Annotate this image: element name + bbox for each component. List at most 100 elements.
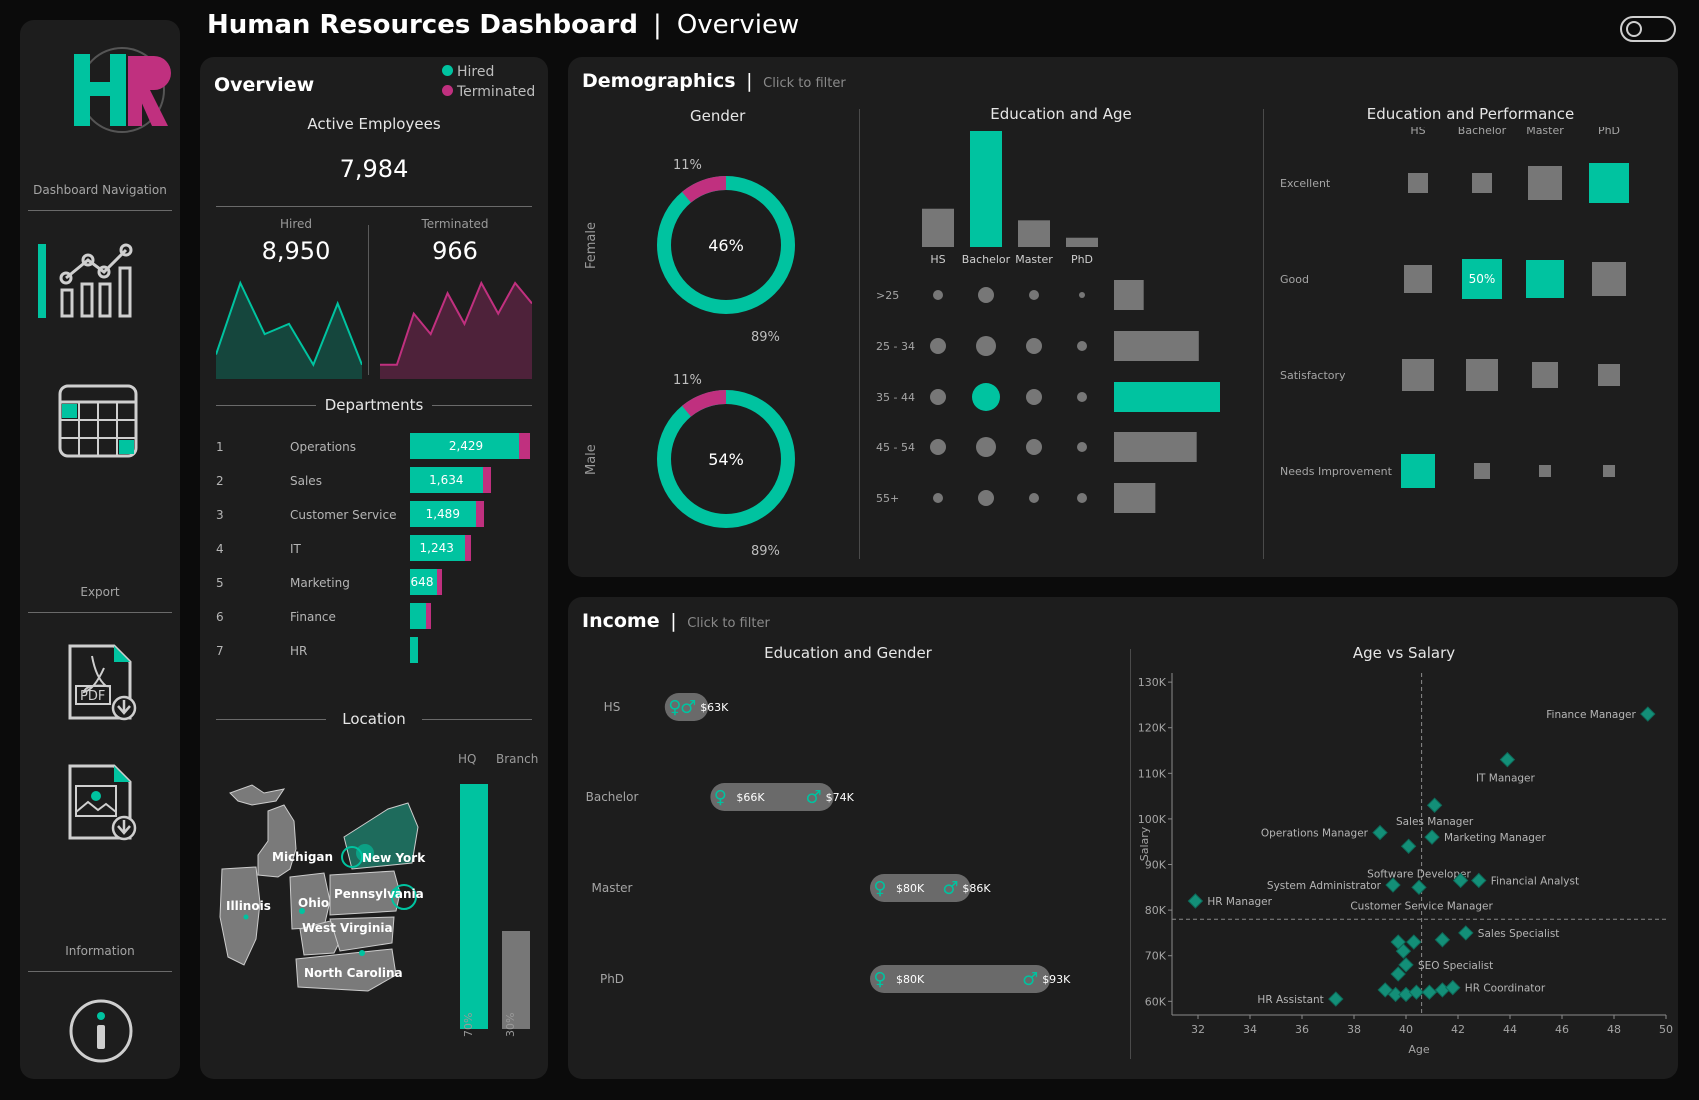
education-bar[interactable] [922, 208, 954, 247]
department-bar[interactable]: 648 [410, 569, 442, 595]
theme-toggle[interactable] [1620, 16, 1676, 42]
performance-cell[interactable] [1532, 362, 1558, 388]
scatter-point[interactable] [1434, 932, 1451, 948]
scatter-point[interactable] [1395, 943, 1412, 959]
scatter-point[interactable] [1398, 986, 1414, 1003]
demographics-filter-hint[interactable]: Click to filter [763, 76, 846, 91]
performance-cell[interactable] [1474, 463, 1490, 479]
department-bar[interactable]: 1,243 [410, 535, 472, 561]
scatter-point[interactable] [1445, 979, 1461, 996]
age-education-bubble[interactable] [976, 336, 996, 356]
performance-cell[interactable] [1472, 173, 1492, 193]
performance-cell[interactable] [1401, 454, 1435, 488]
age-education-bubble[interactable] [1026, 439, 1042, 455]
scatter-point[interactable] [1471, 872, 1487, 889]
female-donut[interactable]: 46% [656, 175, 796, 315]
scatter-point[interactable] [1387, 986, 1404, 1003]
performance-cell[interactable] [1528, 166, 1562, 200]
scatter-point[interactable] [1452, 872, 1469, 889]
performance-cell[interactable] [1603, 465, 1615, 477]
department-row[interactable]: 3 Customer Service 1,489 [216, 501, 536, 529]
scatter-point[interactable] [1424, 829, 1440, 845]
age-bar[interactable] [1114, 331, 1199, 361]
department-bar[interactable]: 2,429 [410, 433, 530, 459]
branch-bar[interactable] [502, 931, 530, 1029]
income-range-pill[interactable] [710, 783, 834, 811]
scatter-point[interactable] [1411, 879, 1427, 896]
legend-hired[interactable]: Hired [442, 64, 494, 80]
age-bar[interactable] [1114, 483, 1156, 513]
hq-bar[interactable] [460, 784, 488, 1029]
education-age-chart[interactable]: HS Bachelor Master PhD >25 25 - 34 35 - 44 45 -… [864, 127, 1264, 567]
scatter-point[interactable] [1421, 984, 1438, 1000]
performance-cell[interactable] [1408, 173, 1428, 193]
scatter-point[interactable] [1390, 966, 1406, 982]
performance-cell[interactable] [1592, 262, 1626, 296]
age-bar[interactable] [1114, 382, 1220, 412]
income-range-pill[interactable] [870, 874, 971, 902]
scatter-point[interactable] [1458, 925, 1474, 941]
info-icon[interactable] [68, 998, 134, 1068]
performance-cell[interactable] [1589, 163, 1629, 203]
location-map[interactable]: Michigan New York Illinois Ohio Pennsylv… [210, 757, 450, 1057]
department-row[interactable]: 4 IT 1,243 [216, 535, 536, 563]
department-bar[interactable] [410, 637, 419, 663]
education-performance-chart[interactable]: HS Bachelor Master PhD Excellent Good Satisfac… [1268, 127, 1673, 567]
scatter-point[interactable] [1400, 838, 1417, 854]
pdf-download-icon[interactable]: PDF [66, 642, 142, 726]
image-download-icon[interactable] [66, 762, 142, 846]
education-bar[interactable] [970, 131, 1002, 247]
age-education-bubble[interactable] [972, 383, 1000, 411]
department-bar[interactable]: 1,634 [410, 467, 491, 493]
age-education-bubble[interactable] [930, 439, 946, 455]
age-education-bubble[interactable] [930, 389, 946, 405]
chart-icon[interactable] [36, 242, 146, 326]
age-education-bubble[interactable] [976, 437, 996, 457]
scatter-point[interactable] [1385, 877, 1401, 893]
department-row[interactable]: 5 Marketing 648 [216, 569, 536, 597]
income-range-pill[interactable] [664, 693, 709, 721]
age-education-bubble[interactable] [1077, 341, 1087, 351]
age-education-bubble[interactable] [1077, 392, 1087, 402]
department-row[interactable]: 2 Sales 1,634 [216, 467, 536, 495]
performance-cell[interactable] [1598, 364, 1620, 386]
age-education-bubble[interactable] [1029, 290, 1039, 300]
department-bar[interactable]: 1,489 [410, 501, 484, 527]
age-education-bubble[interactable] [978, 490, 994, 506]
department-row[interactable]: 7 HR [216, 637, 536, 665]
scatter-point[interactable] [1328, 991, 1344, 1007]
age-education-bubble[interactable] [1079, 292, 1085, 298]
income-range-pill[interactable] [870, 965, 1051, 993]
age-education-bubble[interactable] [1077, 493, 1087, 503]
age-salary-scatter[interactable]: 60K 70K 80K 90K 100K 110K 120K 130K 32 34 36 38 40 42… [1134, 667, 1674, 1077]
male-donut[interactable]: 54% [656, 389, 796, 529]
age-education-bubble[interactable] [1026, 389, 1042, 405]
performance-cell[interactable] [1539, 465, 1551, 477]
age-education-bubble[interactable] [1029, 493, 1039, 503]
scatter-point[interactable] [1398, 957, 1414, 973]
age-bar[interactable] [1114, 280, 1144, 310]
performance-cell[interactable] [1526, 260, 1564, 298]
age-education-bubble[interactable] [930, 338, 946, 354]
department-row[interactable]: 6 Finance [216, 603, 536, 631]
performance-cell[interactable] [1466, 359, 1498, 391]
department-bar[interactable] [410, 603, 431, 629]
scatter-point[interactable] [1187, 893, 1204, 909]
scatter-point[interactable] [1426, 797, 1443, 813]
scatter-point[interactable] [1406, 934, 1422, 950]
age-education-bubble[interactable] [978, 287, 994, 303]
age-education-bubble[interactable] [1077, 442, 1087, 452]
scatter-point[interactable] [1377, 982, 1393, 998]
performance-cell[interactable] [1404, 265, 1432, 293]
performance-cell[interactable] [1462, 259, 1502, 299]
scatter-point[interactable] [1372, 824, 1388, 841]
performance-cell[interactable] [1402, 359, 1434, 391]
scatter-point[interactable] [1499, 751, 1516, 768]
scatter-point[interactable] [1640, 706, 1656, 722]
legend-terminated[interactable]: Terminated [442, 84, 535, 100]
age-education-bubble[interactable] [933, 290, 943, 300]
department-row[interactable]: 1 Operations 2,429 [216, 433, 536, 461]
age-education-bubble[interactable] [1026, 338, 1042, 354]
scatter-point[interactable] [1434, 982, 1451, 998]
